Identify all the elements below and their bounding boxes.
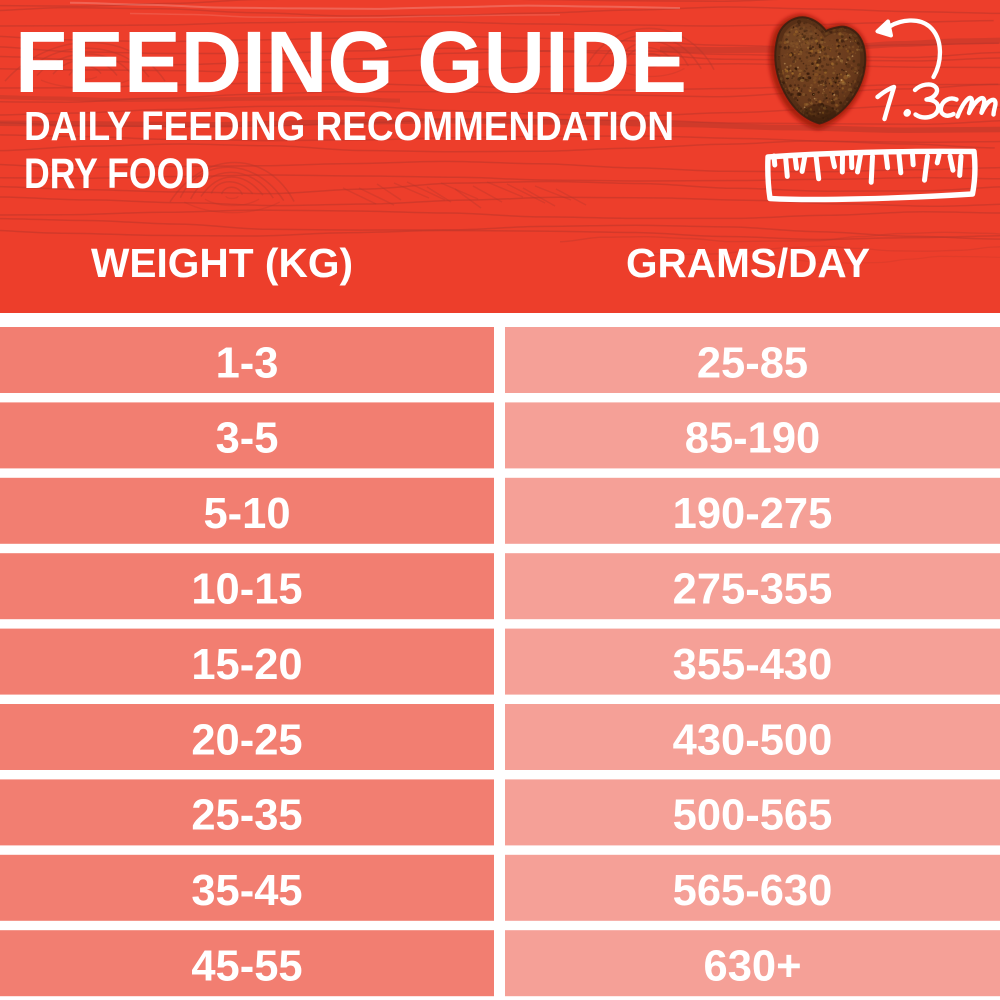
svg-text:355-430: 355-430 [673, 641, 833, 689]
svg-text:5-10: 5-10 [203, 490, 290, 538]
svg-text:45-55: 45-55 [191, 943, 302, 991]
svg-text:DRY FOOD: DRY FOOD [24, 150, 210, 198]
svg-text:3-5: 3-5 [216, 415, 279, 463]
svg-text:25-35: 25-35 [191, 792, 302, 840]
svg-text:190-275: 190-275 [673, 490, 833, 538]
svg-text:1-3: 1-3 [216, 339, 279, 387]
svg-text:430-500: 430-500 [673, 716, 833, 764]
svg-text:DAILY FEEDING RECOMMENDATION: DAILY FEEDING RECOMMENDATION [24, 103, 674, 149]
svg-text:500-565: 500-565 [673, 792, 833, 840]
svg-text:565-630: 565-630 [673, 867, 833, 915]
svg-text:GRAMS/DAY: GRAMS/DAY [626, 240, 870, 286]
svg-text:15-20: 15-20 [191, 641, 302, 689]
svg-text:630+: 630+ [704, 943, 802, 991]
svg-text:275-355: 275-355 [673, 566, 833, 614]
svg-text:FEEDING GUIDE: FEEDING GUIDE [15, 14, 687, 111]
svg-text:25-85: 25-85 [697, 339, 808, 387]
svg-text:10-15: 10-15 [191, 566, 302, 614]
svg-text:WEIGHT (KG): WEIGHT (KG) [91, 240, 353, 286]
svg-text:35-45: 35-45 [191, 867, 302, 915]
svg-text:20-25: 20-25 [191, 716, 302, 764]
svg-text:85-190: 85-190 [685, 415, 820, 463]
